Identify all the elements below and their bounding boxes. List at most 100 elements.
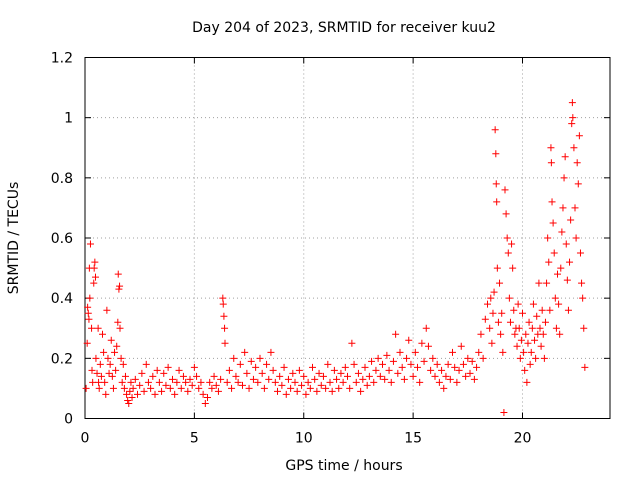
data-point [106,360,114,368]
data-point [493,264,501,272]
data-point [519,309,526,317]
data-point [179,372,187,380]
data-point [547,144,555,152]
data-point [486,324,494,332]
data-point [140,387,148,395]
data-point [160,369,168,377]
data-point [573,159,581,167]
data-point [124,396,132,404]
data-point [433,360,441,368]
y-tick-label: 0.8 [51,171,73,187]
data-point [392,330,400,338]
data-point [504,249,512,257]
data-point [492,150,500,158]
data-point [431,372,439,380]
data-point [424,342,432,350]
data-point [171,390,179,398]
data-point [387,378,395,386]
data-point [574,180,582,188]
data-point [111,348,119,356]
data-point [166,384,174,392]
data-point [357,387,365,395]
data-point [505,294,513,302]
data-point [427,366,435,374]
data-point [385,366,393,374]
data-point [383,351,391,359]
data-point [578,279,586,287]
data-point [182,378,190,386]
data-point [317,381,325,389]
data-point [112,366,120,374]
data-point [109,384,117,392]
data-point [409,372,417,380]
data-point [96,360,104,368]
data-point [289,369,297,377]
data-point [278,381,286,389]
data-point [509,264,517,272]
data-point [217,375,225,383]
data-point [158,387,166,395]
data-point [552,324,560,332]
data-point [457,342,465,350]
data-point [271,378,279,386]
data-point [125,399,133,407]
data-point [208,384,216,392]
data-point [265,375,273,383]
data-point [142,360,150,368]
data-point [405,336,413,344]
x-tick-label: 20 [514,431,532,447]
data-point [221,339,229,347]
data-point [128,393,136,401]
data-point [339,378,347,386]
data-point [102,390,110,398]
data-point [499,348,507,356]
data-point [580,324,588,332]
data-point [302,390,310,398]
data-point [527,348,535,356]
x-tick-label: 10 [295,431,313,447]
data-point [258,369,266,377]
data-point [539,330,547,338]
data-point [546,306,554,314]
data-point [212,381,220,389]
data-point [407,360,415,368]
data-point [487,294,495,302]
data-point [184,387,192,395]
data-point [429,354,437,362]
data-point [551,294,559,302]
data-point [464,354,472,362]
data-point [324,360,332,368]
data-point [508,240,516,248]
data-point [201,399,209,407]
data-point [564,306,572,314]
data-point [477,330,485,338]
data-point [348,339,356,347]
data-point [127,378,135,386]
data-point [117,354,125,362]
data-point [322,384,330,392]
data-point [85,315,93,323]
data-point [514,300,522,308]
data-points [82,99,589,416]
data-point [89,378,97,386]
data-point [513,342,521,350]
data-point [466,369,474,377]
data-point [497,330,505,338]
data-point [282,390,290,398]
y-tick-label: 1.2 [51,51,73,67]
data-point [365,372,373,380]
data-point [144,378,152,386]
data-point [493,198,501,206]
x-axis-tick-labels: 0 5 10 15 20 [81,431,532,447]
data-point [350,360,358,368]
data-point [113,342,121,350]
data-point [543,279,551,287]
y-tick-label: 1 [64,111,73,127]
y-tick-label: 0.4 [51,291,73,307]
y-tick-label: 0.6 [51,231,73,247]
data-point [204,393,211,401]
data-point [90,264,98,272]
data-point [126,387,134,395]
data-point [91,258,99,266]
data-point [129,384,137,392]
